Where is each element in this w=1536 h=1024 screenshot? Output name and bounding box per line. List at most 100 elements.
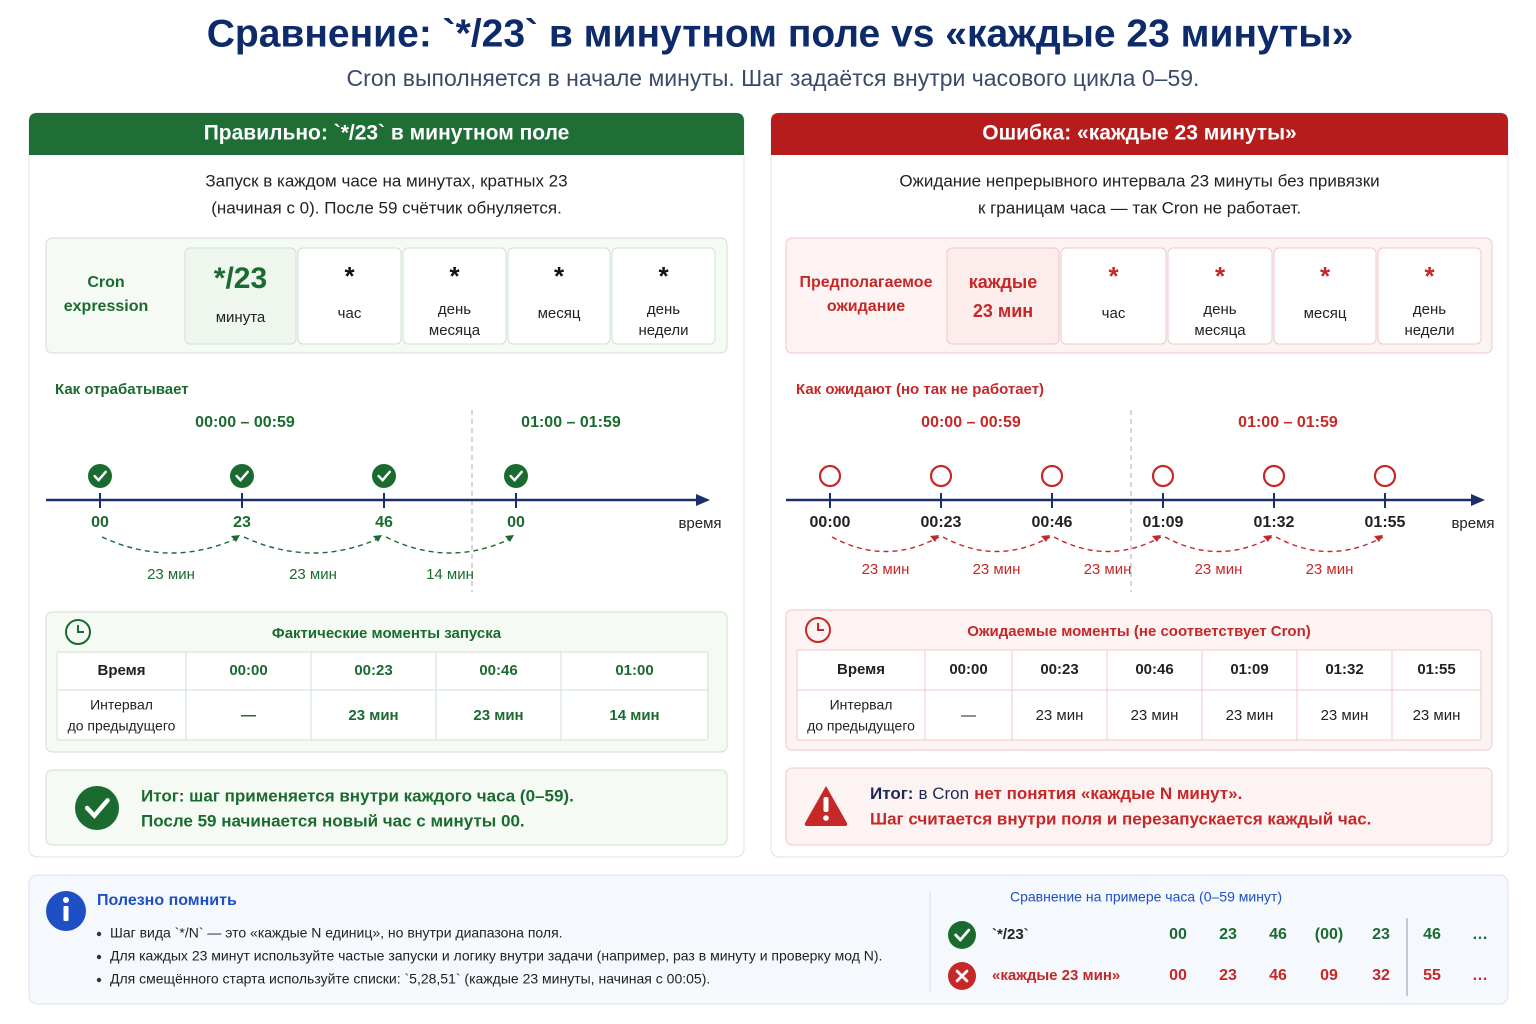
description: Ожидание непрерывного интервала 23 минут…: [899, 171, 1379, 190]
field-cell: [184, 247, 297, 345]
clock-hands: [817, 623, 824, 631]
comparison-value: 32: [1372, 967, 1390, 984]
field-cell: [297, 247, 402, 345]
check-icon: [75, 786, 119, 830]
table-cell: —: [241, 707, 256, 724]
comparison-value: 46: [1269, 926, 1287, 943]
field-name: час: [1102, 305, 1126, 322]
interval-arc: [1053, 536, 1162, 553]
summary-box: [45, 769, 728, 846]
bullet: [96, 954, 102, 960]
arc-arrow: [1041, 535, 1050, 542]
table-header: 01:32: [1325, 661, 1363, 678]
comparison-value: 46: [1423, 926, 1441, 943]
row-label: Интервал: [90, 697, 153, 713]
interval-arc: [831, 536, 940, 553]
panel-header: [771, 113, 1508, 155]
field-name: день: [438, 301, 471, 318]
range-label: 00:00 – 00:59: [195, 414, 295, 431]
table-header: 00:46: [1135, 661, 1173, 678]
field-cell: [611, 247, 716, 345]
point-label: 23: [233, 514, 251, 531]
check-icon: [230, 464, 254, 488]
comparison-value: 55: [1423, 967, 1441, 984]
table-cell: 23 мин: [348, 707, 398, 724]
expected-marker: [1151, 464, 1175, 488]
clock-hands: [77, 625, 84, 633]
axis-label: время: [1451, 515, 1494, 532]
comparison-value: 23: [1219, 967, 1237, 984]
table-header: 00:00: [229, 662, 267, 679]
field-value: *: [1215, 261, 1226, 291]
bullet: [96, 931, 102, 937]
field-value: */23: [214, 262, 267, 295]
field-cell: [1167, 247, 1273, 345]
interval-arc: [1164, 536, 1273, 553]
check-mark: [509, 470, 523, 482]
expression-label: Предполагаемое: [800, 274, 933, 291]
table-title: Ожидаемые моменты (не соответствует Cron…: [967, 623, 1310, 640]
point-label: 00:23: [921, 514, 962, 531]
axis-arrow: [696, 494, 710, 506]
point-label: 00: [507, 514, 525, 531]
check-icon: [948, 921, 976, 949]
field-name: минута: [216, 309, 266, 326]
table-header: Время: [98, 662, 146, 679]
expected-marker: [1373, 464, 1397, 488]
field-cell: [507, 247, 611, 345]
section-heading: Как отрабатывает: [55, 381, 189, 398]
check-mark: [235, 470, 249, 482]
comparison-value: (00): [1315, 926, 1343, 943]
arc-arrow: [1263, 535, 1272, 542]
field-cell: [402, 247, 507, 345]
note-item: Для смещённого старта используйте списки…: [110, 971, 710, 987]
interval-arc: [1275, 536, 1384, 553]
info-bar: [63, 906, 69, 921]
field-cell: [1060, 247, 1167, 345]
clock-icon: [65, 619, 91, 645]
table-header: 00:23: [354, 662, 392, 679]
table-cell: 23 мин: [1131, 707, 1179, 724]
table-cell: 23 мин: [1321, 707, 1369, 724]
expected-marker: [1040, 464, 1064, 488]
field-name: недели: [638, 322, 688, 339]
axis-arrow: [1471, 494, 1485, 506]
arc-arrow: [930, 535, 939, 542]
field-value: 23 мин: [973, 301, 1033, 321]
expression-label: Cron: [87, 274, 124, 291]
table-cell: 23 мин: [1413, 707, 1461, 724]
check-icon: [372, 464, 396, 488]
check-mark: [954, 928, 971, 942]
expression-label: ожидание: [827, 298, 905, 315]
field-value: *: [554, 261, 565, 291]
arc-arrow: [1152, 535, 1161, 542]
comparison-value: 46: [1269, 967, 1287, 984]
range-label: 01:00 – 01:59: [1238, 414, 1338, 431]
comparison-value: …: [1472, 967, 1488, 984]
field-name: месяца: [1194, 322, 1246, 339]
check-icon: [88, 464, 112, 488]
warning-bar: [823, 797, 829, 812]
field-value: *: [449, 261, 460, 291]
field-value: *: [1424, 261, 1435, 291]
cross-mark: [955, 969, 969, 983]
point-label: 01:55: [1365, 514, 1406, 531]
notes-box: [28, 874, 1509, 1005]
table-header: 01:00: [615, 662, 653, 679]
table-header: 00:46: [479, 662, 517, 679]
table-header: 01:09: [1230, 661, 1268, 678]
comparison-label: `*/23`: [992, 926, 1029, 943]
point-label: 46: [375, 514, 393, 531]
check-mark: [84, 798, 110, 819]
clock-icon: [805, 617, 831, 643]
comparison-value: 23: [1372, 926, 1390, 943]
table-cell: 23 мин: [1036, 707, 1084, 724]
table-cell: —: [961, 707, 976, 724]
arc-arrow: [505, 535, 514, 542]
subtitle: Cron выполняется в начале минуты. Шаг за…: [347, 65, 1200, 91]
point-label: 01:32: [1254, 514, 1295, 531]
summary: Итог: в Cron нет понятия «каждые N минут».: [870, 784, 1242, 803]
table-title: Фактические моменты запуска: [272, 625, 502, 642]
comparison-title: Сравнение на примере часа (0–59 минут): [1010, 889, 1282, 905]
